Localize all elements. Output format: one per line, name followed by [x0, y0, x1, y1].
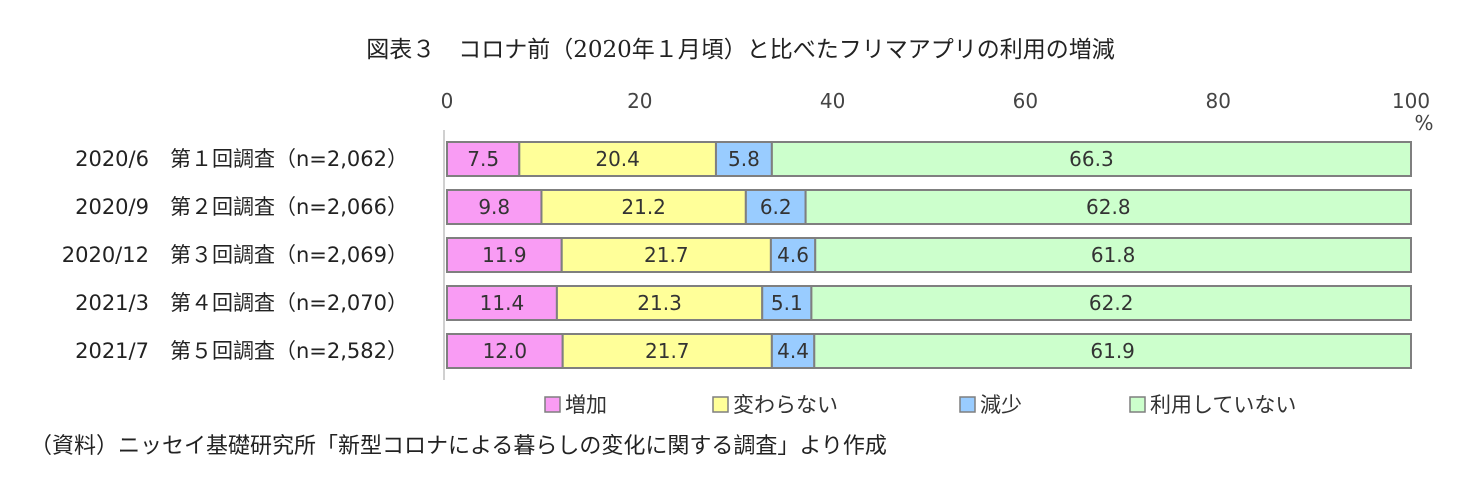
legend-swatch [1129, 396, 1146, 413]
legend-swatch [712, 396, 729, 413]
bar-segment [446, 189, 543, 225]
bar-segment [770, 141, 1412, 177]
bar-segment [446, 333, 564, 369]
bar-segment [810, 285, 1412, 321]
data-label: 20.4 [595, 147, 640, 171]
x-tick-label: 100 [1392, 89, 1430, 113]
bar-segment [446, 285, 558, 321]
bar-segment [814, 237, 1412, 273]
data-label: 6.2 [760, 195, 792, 219]
data-label: 61.8 [1091, 243, 1136, 267]
bar-segment [518, 141, 717, 177]
bar-segment [769, 237, 817, 273]
data-label: 5.1 [771, 291, 803, 315]
x-unit-label: % [1414, 111, 1433, 135]
data-label: 12.0 [483, 339, 528, 363]
data-label: 21.7 [645, 339, 690, 363]
category-label: 2020/6 第１回調査（n=2,062） [75, 147, 408, 171]
chart-title: 図表３ コロナ前（2020年１月頃）と比べたフリマアプリの利用の増減 [366, 37, 1115, 63]
legend-label: 増加 [565, 393, 607, 417]
data-label: 11.4 [480, 291, 525, 315]
data-label: 21.7 [644, 243, 689, 267]
data-label: 61.9 [1090, 339, 1135, 363]
source-note: （資料）ニッセイ基礎研究所「新型コロナによる暮らしの変化に関する調査」より作成 [30, 434, 887, 459]
category-label: 2020/12 第３回調査（n=2,069） [62, 243, 408, 267]
x-tick-label: 40 [820, 89, 845, 113]
category-label: 2020/9 第２回調査（n=2,066） [75, 195, 408, 219]
bar-segment [555, 285, 764, 321]
legend-swatch [959, 396, 976, 413]
x-tick-label: 20 [627, 89, 652, 113]
bar-segment [813, 333, 1412, 369]
legend-label: 変わらない [733, 393, 838, 417]
bar-segment [446, 141, 521, 177]
data-label: 4.6 [777, 243, 809, 267]
data-label: 4.4 [777, 339, 809, 363]
bar-segment [804, 189, 1412, 225]
bar-segment [540, 189, 747, 225]
data-label: 21.2 [621, 195, 666, 219]
legend-label: 減少 [980, 393, 1022, 417]
data-label: 5.8 [728, 147, 760, 171]
x-tick-label: 60 [1013, 89, 1038, 113]
category-label: 2021/3 第４回調査（n=2,070） [75, 291, 408, 315]
legend-swatch [544, 396, 561, 413]
data-label: 66.3 [1069, 147, 1114, 171]
bar-segment [770, 333, 816, 369]
bar-segment [714, 141, 773, 177]
bar-segment [446, 237, 563, 273]
legend-label: 利用していない [1150, 393, 1296, 417]
data-label: 11.9 [482, 243, 527, 267]
x-tick-label: 0 [441, 89, 454, 113]
x-tick-label: 80 [1205, 89, 1230, 113]
data-label: 62.8 [1086, 195, 1131, 219]
category-label: 2021/7 第５回調査（n=2,582） [75, 339, 408, 363]
data-label: 21.3 [637, 291, 682, 315]
data-label: 7.5 [467, 147, 499, 171]
data-label: 62.2 [1089, 291, 1134, 315]
data-label: 9.8 [478, 195, 510, 219]
